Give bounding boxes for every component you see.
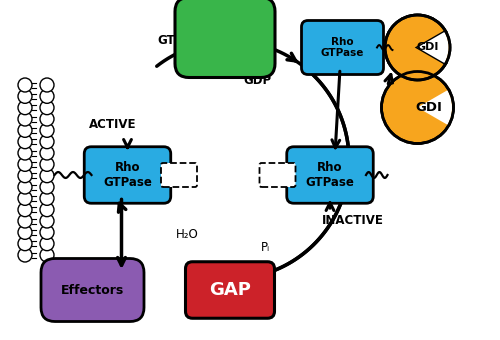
FancyBboxPatch shape bbox=[41, 258, 144, 322]
Circle shape bbox=[40, 191, 54, 205]
Circle shape bbox=[18, 248, 32, 262]
Circle shape bbox=[40, 78, 54, 92]
Text: Rho
GTPase: Rho GTPase bbox=[103, 161, 152, 189]
Text: GDI: GDI bbox=[415, 101, 442, 114]
FancyBboxPatch shape bbox=[302, 20, 384, 74]
Circle shape bbox=[18, 180, 32, 194]
Circle shape bbox=[18, 203, 32, 217]
Text: GDI: GDI bbox=[416, 42, 438, 52]
FancyBboxPatch shape bbox=[260, 163, 296, 187]
Wedge shape bbox=[418, 90, 452, 125]
Text: H₂O: H₂O bbox=[176, 228, 199, 241]
Text: GTP: GTP bbox=[157, 34, 183, 47]
Circle shape bbox=[40, 225, 54, 239]
Circle shape bbox=[18, 157, 32, 171]
Circle shape bbox=[40, 89, 54, 103]
Wedge shape bbox=[385, 15, 446, 80]
Circle shape bbox=[40, 214, 54, 228]
Circle shape bbox=[18, 214, 32, 228]
Text: GDP: GDP bbox=[265, 170, 290, 180]
Text: GAP: GAP bbox=[209, 281, 251, 299]
Text: GEF: GEF bbox=[206, 29, 244, 47]
Circle shape bbox=[18, 169, 32, 183]
Text: Rho
GTPase: Rho GTPase bbox=[306, 161, 354, 189]
Text: Rho
GTPase: Rho GTPase bbox=[321, 37, 364, 58]
Circle shape bbox=[18, 89, 32, 103]
FancyBboxPatch shape bbox=[84, 147, 170, 203]
Circle shape bbox=[385, 15, 450, 80]
Circle shape bbox=[18, 135, 32, 149]
Text: Pᵢ: Pᵢ bbox=[260, 241, 270, 254]
FancyBboxPatch shape bbox=[186, 262, 274, 318]
Text: ACTIVE: ACTIVE bbox=[89, 119, 136, 132]
Circle shape bbox=[40, 101, 54, 115]
Circle shape bbox=[18, 225, 32, 239]
Text: GTP: GTP bbox=[168, 170, 190, 180]
Circle shape bbox=[18, 101, 32, 115]
Text: GDP: GDP bbox=[244, 73, 272, 86]
Circle shape bbox=[18, 237, 32, 251]
Circle shape bbox=[18, 78, 32, 92]
Circle shape bbox=[18, 112, 32, 126]
Circle shape bbox=[40, 123, 54, 137]
Circle shape bbox=[40, 157, 54, 171]
FancyBboxPatch shape bbox=[161, 163, 197, 187]
Wedge shape bbox=[418, 32, 448, 63]
Text: Effectors: Effectors bbox=[61, 284, 124, 296]
Circle shape bbox=[40, 203, 54, 217]
Circle shape bbox=[40, 237, 54, 251]
Circle shape bbox=[40, 135, 54, 149]
Text: INACTIVE: INACTIVE bbox=[322, 214, 384, 226]
Circle shape bbox=[40, 146, 54, 160]
FancyBboxPatch shape bbox=[175, 0, 275, 78]
Circle shape bbox=[382, 71, 454, 143]
Circle shape bbox=[18, 146, 32, 160]
Circle shape bbox=[40, 248, 54, 262]
Circle shape bbox=[40, 112, 54, 126]
FancyBboxPatch shape bbox=[287, 147, 373, 203]
Circle shape bbox=[40, 180, 54, 194]
Circle shape bbox=[18, 123, 32, 137]
Circle shape bbox=[18, 191, 32, 205]
Circle shape bbox=[40, 169, 54, 183]
